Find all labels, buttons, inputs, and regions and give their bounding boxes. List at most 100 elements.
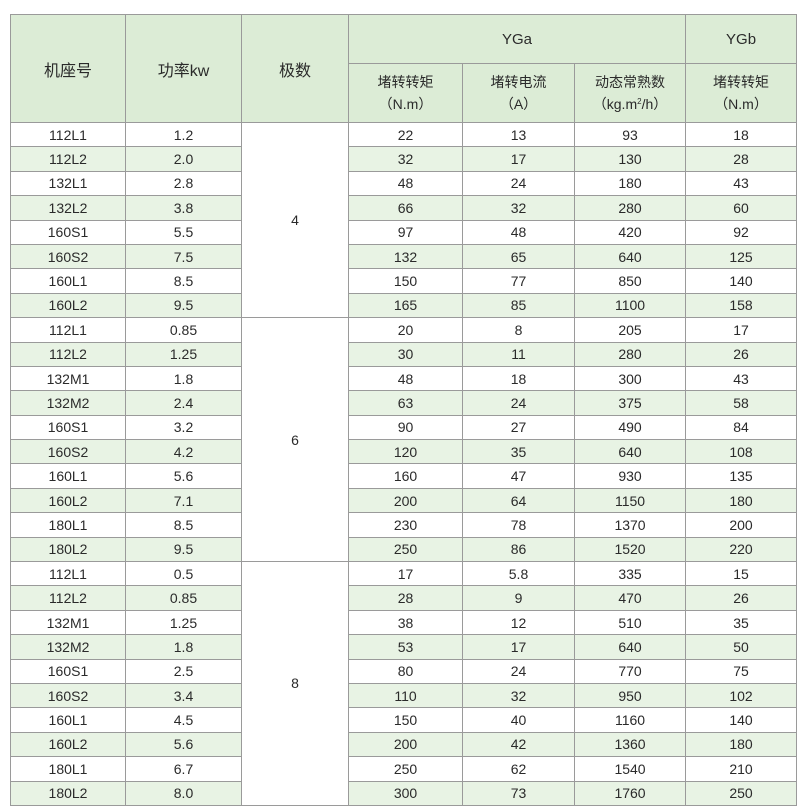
cell-model: 160L2	[10, 487, 126, 514]
cell-yga-current: 40	[462, 707, 575, 733]
table-row: 160S1 3.2 90 27 490 84	[10, 414, 798, 441]
cell-ygb-torque: 180	[685, 731, 798, 758]
cell-ygb-torque: 180	[685, 487, 798, 514]
inertia-unit-suffix: /h）	[641, 96, 668, 112]
cell-ygb-torque: 26	[685, 341, 798, 367]
cell-yga-current: 48	[462, 219, 575, 245]
cell-model: 112L1	[10, 561, 126, 587]
cell-ygb-torque: 50	[685, 634, 798, 660]
table-row: 160L1 4.5 150 40 1160 140	[10, 707, 798, 733]
cell-yga-inertia: 335	[573, 561, 687, 587]
cell-ygb-torque: 43	[685, 170, 798, 197]
cell-yga-torque: 66	[348, 195, 463, 221]
cell-yga-inertia: 280	[573, 341, 687, 367]
cell-yga-inertia: 280	[573, 195, 687, 221]
cell-ygb-torque: 92	[685, 219, 798, 245]
cell-model: 160L2	[10, 292, 126, 319]
cell-power: 8.0	[125, 780, 242, 806]
cell-poles: 6	[241, 317, 349, 563]
table-row: 132M1 1.25 38 12 510 35	[10, 609, 798, 636]
header-ygb-torque-unit: （N.m）	[714, 96, 768, 112]
cell-ygb-torque: 200	[685, 512, 798, 538]
header-yga-inertia-unit: （kg.m2/h）	[575, 93, 685, 115]
cell-ygb-torque: 26	[685, 585, 798, 611]
cell-yga-inertia: 1760	[573, 780, 687, 806]
spec-table-container: 机座号 功率kw 极数 YGa YGb 堵转转矩 （N.m） 堵转电流 （A） …	[10, 14, 798, 806]
cell-yga-inertia: 770	[573, 658, 687, 684]
cell-yga-current: 47	[462, 463, 575, 489]
cell-power: 3.2	[125, 414, 242, 441]
table-row: 160L1 5.6 160 47 930 135	[10, 463, 798, 489]
inertia-unit-part: （kg.m	[592, 96, 638, 112]
cell-yga-current: 8	[462, 317, 575, 343]
cell-ygb-torque: 102	[685, 682, 798, 709]
cell-yga-inertia: 640	[573, 243, 687, 270]
cell-power: 5.5	[125, 219, 242, 245]
table-row: 112L2 2.0 32 17 130 28	[10, 146, 798, 172]
cell-yga-torque: 200	[348, 731, 463, 758]
cell-yga-torque: 300	[348, 780, 463, 806]
cell-ygb-torque: 60	[685, 195, 798, 221]
cell-model: 160L1	[10, 707, 126, 733]
cell-ygb-torque: 158	[685, 292, 798, 319]
cell-yga-inertia: 640	[573, 634, 687, 660]
cell-power: 8.5	[125, 512, 242, 538]
cell-ygb-torque: 84	[685, 414, 798, 441]
cell-ygb-torque: 250	[685, 780, 798, 806]
cell-poles: 8	[241, 561, 349, 806]
cell-yga-torque: 48	[348, 170, 463, 197]
cell-model: 160S2	[10, 243, 126, 270]
cell-yga-torque: 90	[348, 414, 463, 441]
cell-ygb-torque: 58	[685, 390, 798, 416]
cell-yga-torque: 48	[348, 365, 463, 392]
cell-yga-torque: 160	[348, 463, 463, 489]
cell-model: 132L1	[10, 170, 126, 197]
cell-yga-current: 11	[462, 341, 575, 367]
cell-power: 2.5	[125, 658, 242, 684]
cell-power: 4.2	[125, 439, 242, 465]
cell-power: 1.25	[125, 341, 242, 367]
header-yga-inertia-label: 动态常熟数	[595, 74, 666, 90]
cell-yga-torque: 132	[348, 243, 463, 270]
cell-yga-current: 27	[462, 414, 575, 441]
table-row: 132L1 2.8 48 24 180 43	[10, 170, 798, 197]
cell-yga-current: 9	[462, 585, 575, 611]
cell-yga-current: 5.8	[462, 561, 575, 587]
cell-yga-current: 32	[462, 195, 575, 221]
cell-model: 160L1	[10, 463, 126, 489]
cell-power: 9.5	[125, 292, 242, 319]
cell-model: 132M1	[10, 609, 126, 636]
header-group-yga: YGa	[347, 14, 687, 64]
table-row: 132L2 3.8 66 32 280 60	[10, 195, 798, 221]
cell-power: 0.5	[125, 561, 242, 587]
cell-yga-torque: 97	[348, 219, 463, 245]
table-row: 160S2 4.2 120 35 640 108	[10, 439, 798, 465]
cell-power: 2.0	[125, 146, 242, 172]
cell-yga-torque: 30	[348, 341, 463, 367]
cell-model: 160S1	[10, 219, 126, 245]
header-model: 机座号	[10, 14, 126, 123]
table-row: 112L1 0.5 8 17 5.8 335 15	[10, 561, 798, 806]
cell-yga-inertia: 930	[573, 463, 687, 489]
table-row: 112L1 1.2 4 22 13 93 18	[10, 121, 798, 319]
table-row: 160S1 5.5 97 48 420 92	[10, 219, 798, 245]
table-row: 160L2 7.1 200 64 1150 180	[10, 487, 798, 514]
cell-yga-torque: 32	[348, 146, 463, 172]
cell-model: 180L2	[10, 536, 126, 563]
cell-yga-current: 86	[462, 536, 575, 563]
cell-yga-inertia: 640	[573, 439, 687, 465]
cell-yga-torque: 165	[348, 292, 463, 319]
cell-power: 2.8	[125, 170, 242, 197]
table-row: 112L2 1.25 30 11 280 26	[10, 341, 798, 367]
cell-yga-torque: 28	[348, 585, 463, 611]
header-group-ygb: YGb	[685, 14, 798, 64]
cell-power: 1.8	[125, 634, 242, 660]
cell-yga-current: 18	[462, 365, 575, 392]
cell-poles: 4	[241, 121, 349, 319]
table-header: 机座号 功率kw 极数 YGa YGb 堵转转矩 （N.m） 堵转电流 （A） …	[10, 14, 798, 123]
cell-yga-torque: 120	[348, 439, 463, 465]
cell-yga-torque: 38	[348, 609, 463, 636]
cell-yga-inertia: 1520	[573, 536, 687, 563]
cell-yga-current: 64	[462, 487, 575, 514]
cell-model: 112L1	[10, 317, 126, 343]
